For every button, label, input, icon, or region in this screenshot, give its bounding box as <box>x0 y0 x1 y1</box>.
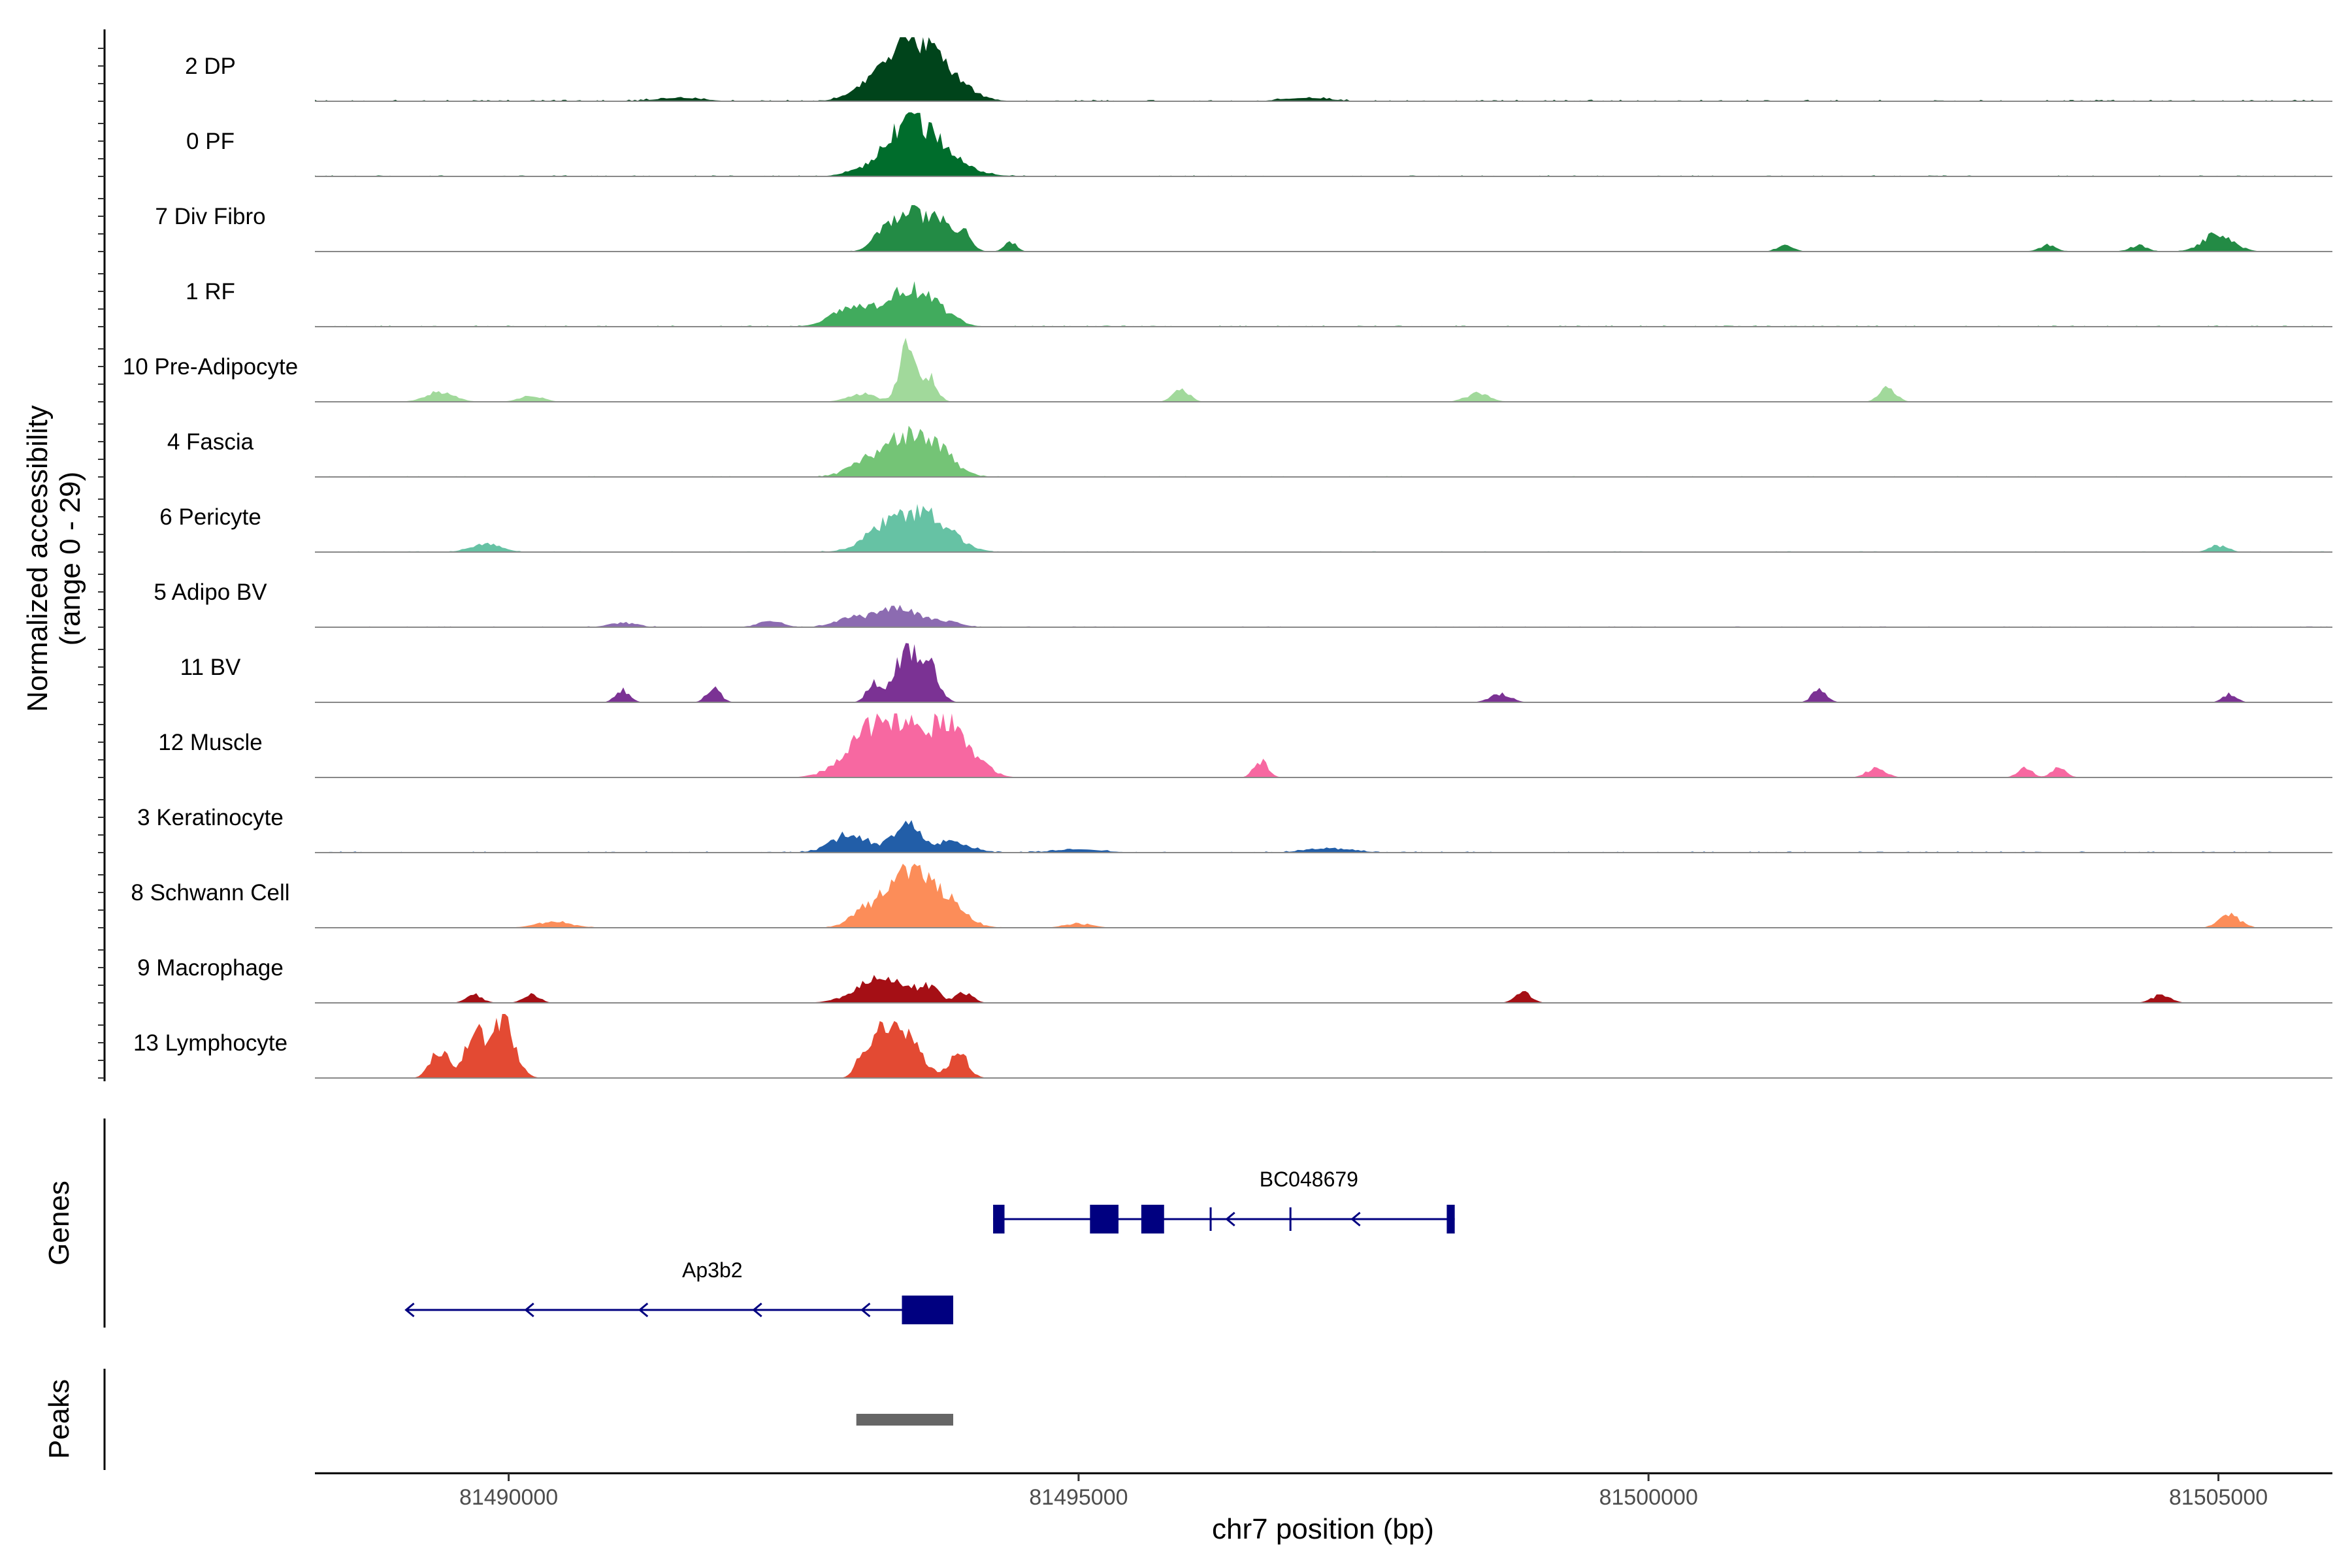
coverage-area <box>315 112 2332 176</box>
gene-exon <box>902 1296 953 1324</box>
gene-label: Ap3b2 <box>682 1258 743 1282</box>
track-5-adipo-bv: 5 Adipo BV <box>154 580 2332 628</box>
track-0-pf: 0 PF <box>186 112 2332 177</box>
track-6-pericyte: 6 Pericyte <box>159 504 2332 553</box>
y-axis-label-line-1: Normalized accessibility <box>22 405 54 711</box>
coverage-area <box>315 820 2332 853</box>
track-label: 2 DP <box>185 54 236 79</box>
peaks-track <box>856 1414 953 1426</box>
gene-exon <box>1289 1207 1292 1231</box>
strand-arrow <box>860 1302 871 1318</box>
gene-exon <box>1446 1205 1455 1233</box>
track-label: 10 Pre-Adipocyte <box>123 354 298 380</box>
gene-exon <box>1141 1205 1164 1233</box>
track-13-lymphocyte: 13 Lymphocyte <box>133 1014 2332 1079</box>
track-10-pre-adipocyte: 10 Pre-Adipocyte <box>123 338 2332 402</box>
track-9-macrophage: 9 Macrophage <box>137 955 2332 1004</box>
coverage-area <box>315 975 2332 1003</box>
strand-arrow <box>752 1302 762 1318</box>
coverage-area <box>315 504 2332 552</box>
strand-arrow <box>1350 1211 1361 1227</box>
track-label: 4 Fascia <box>167 429 254 455</box>
genes-panel-label: Genes <box>43 1181 75 1266</box>
coverage-area <box>315 713 2332 777</box>
track-2-dp: 2 DP <box>185 37 2332 102</box>
x-tick-label: 81505000 <box>2169 1485 2268 1510</box>
track-11-bv: 11 BV <box>180 643 2332 703</box>
track-label: 13 Lymphocyte <box>133 1030 287 1056</box>
y-axis-label-line-2: (range 0 - 29) <box>54 472 86 646</box>
coverage-area <box>315 338 2332 402</box>
gene-label: BC048679 <box>1260 1168 1358 1191</box>
strand-arrow <box>524 1302 534 1318</box>
track-7-div-fibro: 7 Div Fibro <box>155 204 2332 252</box>
track-label: 11 BV <box>180 655 241 680</box>
track-label: 1 RF <box>186 279 235 304</box>
track-8-schwann-cell: 8 Schwann Cell <box>131 864 2332 928</box>
x-tick-label: 81500000 <box>1599 1485 1698 1510</box>
genes-track: BC048679 Ap3b2 <box>404 1168 1455 1324</box>
gene-exon <box>1209 1207 1212 1231</box>
track-label: 7 Div Fibro <box>155 204 265 229</box>
coverage-tracks: 2 DP 0 PF 7 Div Fibro 1 RF 10 Pre-Adipocyte 4… <box>123 37 2332 1079</box>
coverage-area <box>315 604 2332 627</box>
track-label: 9 Macrophage <box>137 955 284 981</box>
x-axis-label: chr7 position (bp) <box>1212 1513 1434 1545</box>
y-axis <box>98 29 106 1081</box>
coverage-area <box>315 864 2332 928</box>
track-label: 6 Pericyte <box>159 504 261 530</box>
track-1-rf: 1 RF <box>186 279 2332 327</box>
track-label: 0 PF <box>186 129 235 154</box>
peak-region <box>856 1414 953 1426</box>
track-12-muscle: 12 Muscle <box>158 713 2332 778</box>
coverage-area <box>315 425 2332 477</box>
gene-exon <box>993 1205 1005 1233</box>
x-tick-label: 81495000 <box>1029 1485 1128 1510</box>
gene-exon <box>1090 1205 1119 1233</box>
coverage-area <box>315 643 2332 702</box>
gene-ap3b2: Ap3b2 <box>404 1258 953 1324</box>
coverage-area <box>315 1014 2332 1078</box>
strand-arrow <box>638 1302 649 1318</box>
track-4-fascia: 4 Fascia <box>167 425 2332 478</box>
coverage-area <box>315 281 2332 327</box>
track-label: 12 Muscle <box>158 730 263 755</box>
coverage-area <box>315 37 2332 101</box>
x-axis: 81490000 81495000 81500000 81505000 <box>315 1472 2332 1510</box>
track-label: 8 Schwann Cell <box>131 880 289 906</box>
x-tick-label: 81490000 <box>459 1485 558 1510</box>
strand-arrow <box>404 1302 415 1318</box>
gene-bc048679: BC048679 <box>993 1168 1455 1233</box>
track-3-keratinocyte: 3 Keratinocyte <box>137 805 2332 853</box>
track-label: 3 Keratinocyte <box>137 805 284 830</box>
track-label: 5 Adipo BV <box>154 580 267 605</box>
coverage-area <box>315 204 2332 252</box>
peaks-panel-label: Peaks <box>43 1379 75 1459</box>
strand-arrow <box>1225 1211 1235 1227</box>
